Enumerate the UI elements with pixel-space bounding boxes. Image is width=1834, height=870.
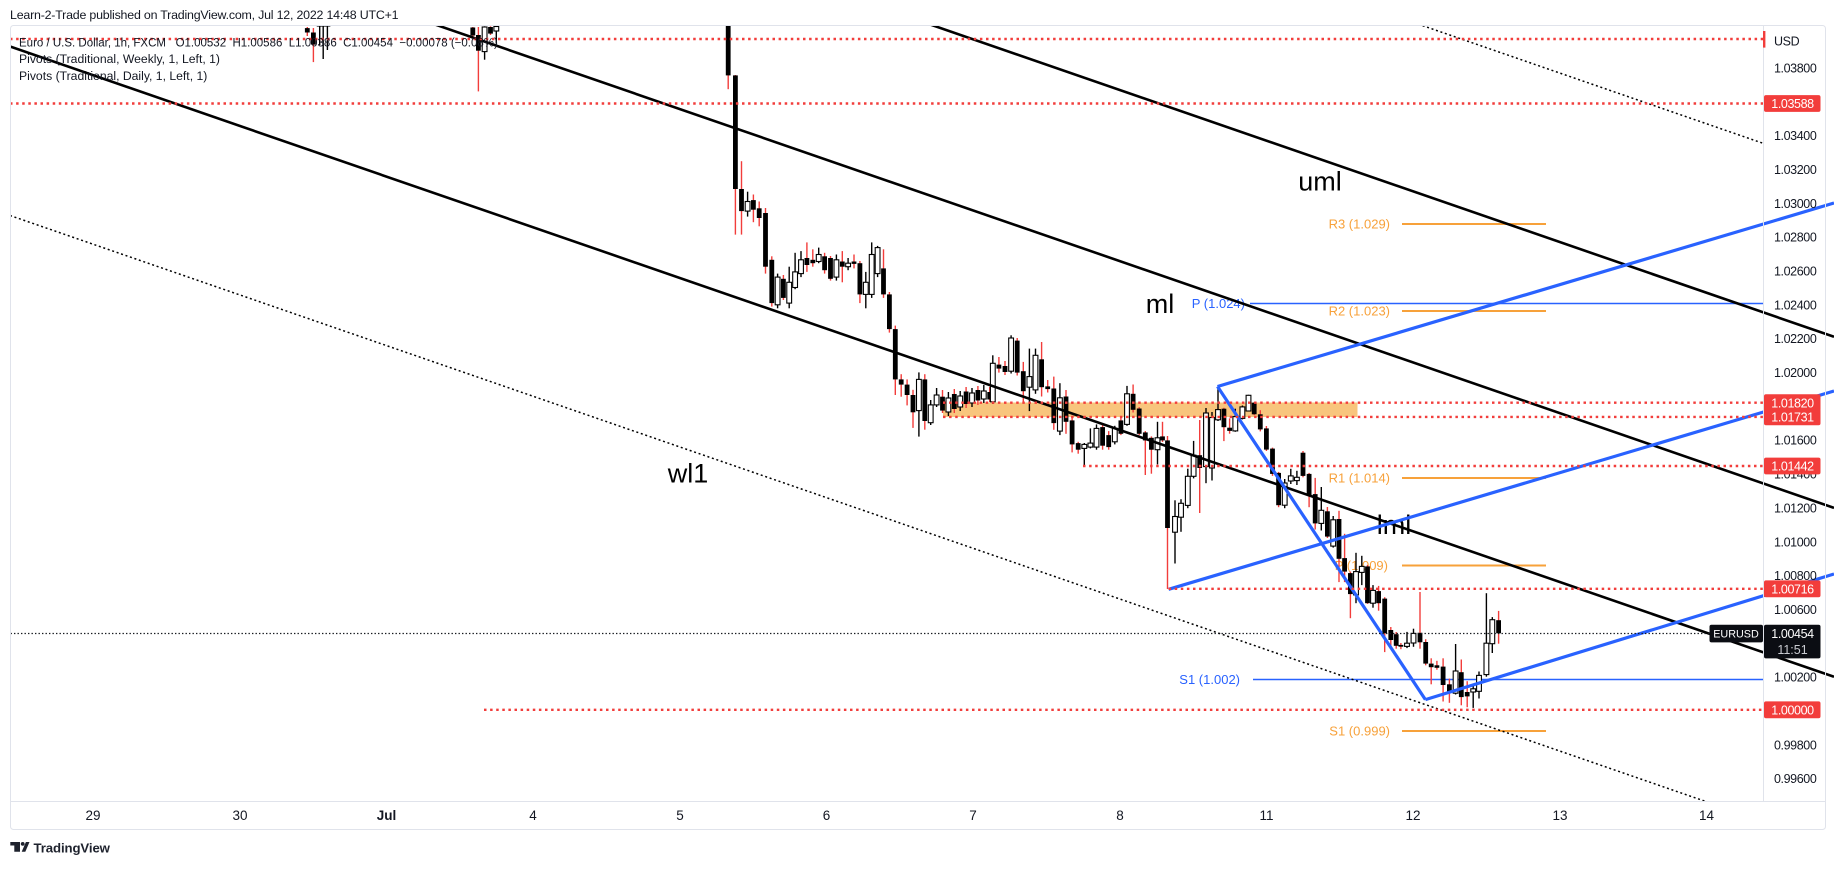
svg-text:USD: USD	[1774, 35, 1800, 49]
svg-text:7: 7	[969, 808, 977, 823]
svg-text:1.02400: 1.02400	[1774, 298, 1817, 312]
svg-text:1.03200: 1.03200	[1774, 163, 1817, 177]
svg-text:1.01442: 1.01442	[1771, 460, 1814, 474]
svg-text:1.01820: 1.01820	[1771, 396, 1814, 410]
svg-text:1.01731: 1.01731	[1771, 411, 1814, 425]
svg-text:Jul: Jul	[377, 808, 397, 823]
svg-text:30: 30	[232, 808, 247, 823]
svg-text:R1 (1.014): R1 (1.014)	[1329, 471, 1390, 486]
svg-text:1.02800: 1.02800	[1774, 231, 1817, 245]
svg-text:EURUSD: EURUSD	[1713, 628, 1759, 640]
svg-text:1.03000: 1.03000	[1774, 197, 1817, 211]
svg-text:1.02000: 1.02000	[1774, 366, 1817, 380]
svg-text:5: 5	[676, 808, 684, 823]
svg-text:1.03800: 1.03800	[1774, 62, 1817, 76]
svg-text:1.00716: 1.00716	[1771, 582, 1814, 596]
svg-text:29: 29	[85, 808, 100, 823]
svg-text:13: 13	[1552, 808, 1567, 823]
svg-text:6: 6	[823, 808, 831, 823]
svg-text:S1 (1.002): S1 (1.002)	[1179, 672, 1240, 687]
svg-text:Pivots (Traditional, Weekly, 1: Pivots (Traditional, Weekly, 1, Left, 1)	[19, 52, 220, 66]
svg-text:1.03588: 1.03588	[1771, 97, 1814, 111]
svg-text:uml: uml	[1298, 167, 1342, 197]
svg-text:0.99800: 0.99800	[1774, 738, 1817, 752]
svg-text:1.02200: 1.02200	[1774, 332, 1817, 346]
svg-text:1.00000: 1.00000	[1771, 703, 1814, 717]
svg-text:11:51: 11:51	[1777, 643, 1807, 657]
svg-text:R2 (1.023): R2 (1.023)	[1329, 304, 1390, 319]
svg-text:1.01200: 1.01200	[1774, 501, 1817, 515]
svg-text:1.00600: 1.00600	[1774, 603, 1817, 617]
svg-text:wl1: wl1	[667, 459, 709, 489]
svg-text:1.01600: 1.01600	[1774, 434, 1817, 448]
svg-text:Pivots (Traditional, Daily, 1,: Pivots (Traditional, Daily, 1, Left, 1)	[19, 69, 207, 83]
svg-text:1.00454: 1.00454	[1771, 627, 1814, 641]
svg-text:Learn-2-Trade published on Tra: Learn-2-Trade published on TradingView.c…	[10, 8, 399, 22]
svg-text:14: 14	[1699, 808, 1715, 823]
svg-text:1.00200: 1.00200	[1774, 671, 1817, 685]
svg-text:P (1.024): P (1.024)	[1192, 296, 1245, 311]
svg-text:TradingView: TradingView	[34, 841, 111, 856]
svg-text:11: 11	[1259, 808, 1273, 823]
svg-text:R3 (1.029): R3 (1.029)	[1329, 217, 1390, 232]
svg-text:1.01000: 1.01000	[1774, 535, 1817, 549]
svg-text:12: 12	[1405, 808, 1420, 823]
svg-text:1.03400: 1.03400	[1774, 129, 1817, 143]
svg-text:8: 8	[1116, 808, 1124, 823]
svg-text:1.02600: 1.02600	[1774, 265, 1817, 279]
svg-text:4: 4	[529, 808, 537, 823]
svg-text:S1 (0.999): S1 (0.999)	[1329, 724, 1390, 739]
svg-text:Euro / U.S. Dollar, 1h, FXCM: Euro / U.S. Dollar, 1h, FXCM O1.00532 H1…	[19, 38, 498, 50]
svg-text:0.99600: 0.99600	[1774, 772, 1817, 786]
svg-text:ml: ml	[1146, 289, 1175, 319]
